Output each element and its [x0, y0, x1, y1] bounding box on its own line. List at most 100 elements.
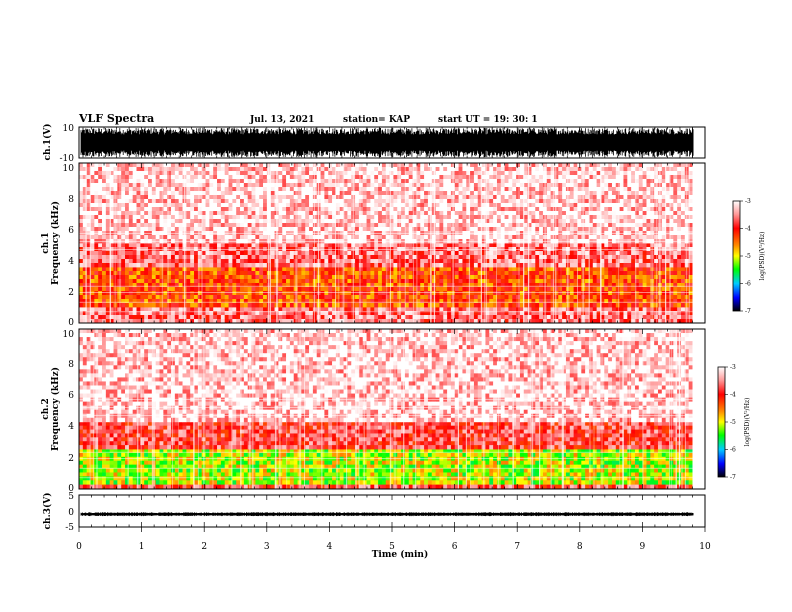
- spectrogram-cell: [654, 259, 659, 264]
- spectrogram-cell: [404, 299, 410, 304]
- spectrogram-cell: [335, 267, 341, 272]
- spectrogram-cell: [535, 175, 540, 180]
- spectrogram-cell: [381, 171, 387, 176]
- spectrogram-cell: [312, 175, 318, 180]
- spectrogram-cell: [312, 167, 318, 172]
- spectrogram-cell: [638, 263, 644, 268]
- spectrogram-cell: [79, 319, 84, 324]
- spectrogram-cell: [259, 187, 264, 192]
- spectrogram-cell: [427, 299, 433, 304]
- spectrogram-cell: [680, 271, 686, 276]
- spectrogram-cell: [243, 259, 249, 264]
- spectrogram-cell: [251, 203, 256, 208]
- spectrogram-cell: [266, 291, 272, 296]
- spectrogram-cell: [588, 311, 594, 316]
- spectrogram-cell: [389, 271, 394, 276]
- spectrogram-cell: [209, 319, 214, 324]
- spectrogram-cell: [297, 291, 302, 296]
- spectrogram-cell: [297, 171, 302, 176]
- spectrogram-cell: [577, 283, 582, 288]
- spectrogram-cell: [355, 163, 360, 168]
- spectrogram-cell: [378, 287, 383, 292]
- spectrogram-cell: [109, 187, 114, 192]
- spectrogram-cell: [224, 171, 229, 176]
- spectrogram-cell: [282, 167, 287, 172]
- spectrogram-cell: [669, 295, 674, 300]
- spectrogram-cell: [516, 243, 521, 248]
- spectrogram-cell: [90, 163, 95, 168]
- spectrogram-cell: [546, 291, 552, 296]
- spectrogram-cell: [82, 243, 88, 248]
- spectrogram-cell: [558, 191, 563, 196]
- spectrogram-cell: [286, 299, 291, 304]
- spectrogram-cell: [634, 263, 640, 268]
- spectrogram-cell: [155, 175, 160, 180]
- spectrogram-cell: [247, 275, 252, 280]
- spectrogram-cell: [259, 251, 264, 256]
- spectrogram-cell: [458, 319, 463, 324]
- spectrogram-cell: [236, 267, 241, 272]
- spectrogram-cell: [673, 267, 678, 272]
- spectrogram-cell: [588, 179, 594, 184]
- spectrogram-cell: [577, 267, 582, 272]
- spectrogram-cell: [94, 175, 99, 180]
- spectrogram-cell: [523, 311, 528, 316]
- spectrogram-cell: [167, 163, 172, 168]
- spectrogram-cell: [420, 175, 425, 180]
- spectrogram-cell: [512, 283, 517, 288]
- spectrogram-cell: [358, 191, 364, 196]
- spectrogram-cell: [443, 195, 448, 200]
- spectrogram-cell: [121, 287, 126, 292]
- spectrogram-cell: [508, 183, 513, 188]
- spectrogram-cell: [550, 275, 555, 280]
- spectrogram-cell: [496, 295, 502, 300]
- spectrogram-cell: [243, 175, 249, 180]
- spectrogram-cell: [186, 175, 191, 180]
- spectrogram-cell: [684, 319, 690, 324]
- spectrogram-cell: [374, 183, 379, 188]
- spectrogram-cell: [558, 295, 563, 300]
- spectrogram-cell: [186, 307, 191, 312]
- spectrogram-cell: [466, 259, 471, 264]
- spectrogram-cell: [604, 243, 609, 248]
- spectrogram-cell: [125, 307, 130, 312]
- spectrogram-cell: [312, 263, 318, 268]
- spectrogram-cell: [90, 267, 95, 272]
- spectrogram-cell: [554, 283, 559, 288]
- spectrogram-cell: [301, 203, 306, 208]
- spectrogram-cell: [462, 275, 467, 280]
- spectrogram-cell: [374, 203, 379, 208]
- spectrogram-cell: [209, 203, 214, 208]
- spectrogram-cell: [163, 187, 168, 192]
- spectrogram-cell: [473, 203, 479, 208]
- spectrogram-cell: [539, 287, 544, 292]
- spectrogram-cell: [680, 199, 686, 204]
- spectrogram-cell: [673, 203, 678, 208]
- spectrogram-cell: [90, 263, 95, 268]
- spectrogram-cell: [458, 175, 463, 180]
- spectrogram-cell: [401, 279, 406, 284]
- spectrogram-cell: [259, 191, 264, 196]
- spectrogram-cell: [496, 203, 502, 208]
- spectrogram-cell: [680, 263, 686, 268]
- spectrogram-cell: [638, 283, 644, 288]
- spectrogram-cell: [496, 263, 502, 268]
- spectrogram-cell: [190, 167, 195, 172]
- spectrogram-cell: [109, 203, 114, 208]
- spectrogram-cell: [86, 283, 91, 288]
- spectrogram-cell: [209, 183, 214, 188]
- spectrogram-cell: [427, 171, 433, 176]
- spectrogram-cell: [79, 195, 84, 200]
- spectrogram-cell: [500, 295, 505, 300]
- spectrogram-cell: [236, 287, 241, 292]
- spectrogram-cell: [408, 179, 413, 184]
- spectrogram-cell: [677, 319, 682, 324]
- spectrogram-cell: [631, 259, 636, 264]
- spectrogram-cell: [588, 191, 594, 196]
- spectrogram-cell: [117, 163, 122, 168]
- spectrogram-cell: [155, 263, 160, 268]
- spectrogram-cell: [247, 191, 252, 196]
- spectrogram-cell: [266, 263, 272, 268]
- spectrogram-cell: [136, 183, 141, 188]
- spectrogram-cell: [263, 283, 268, 288]
